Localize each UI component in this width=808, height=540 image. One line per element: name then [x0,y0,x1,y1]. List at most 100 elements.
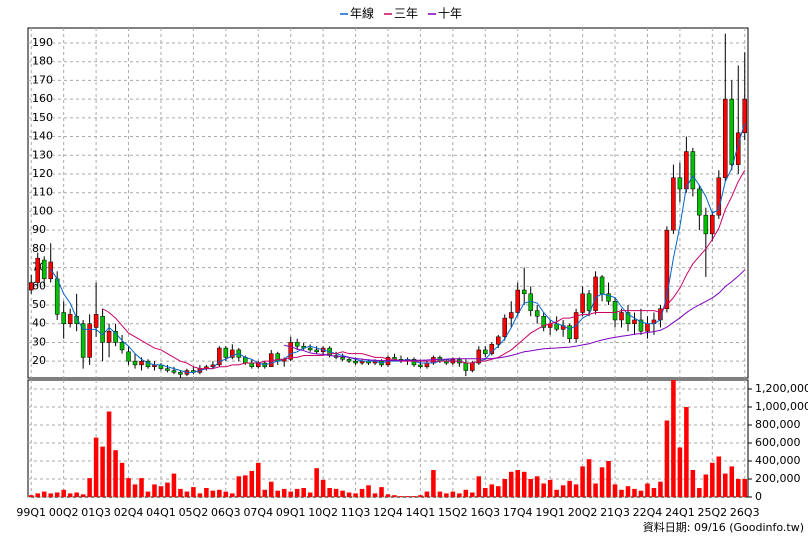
volume-bar [256,462,261,497]
volume-bar [496,486,501,497]
volume-bar [405,496,410,497]
candle-body [61,312,66,324]
y-tick-label: 40 [32,317,46,330]
candle-body [178,372,183,375]
volume-bar [489,484,495,497]
candle-body [697,188,702,216]
volume-bar [346,492,352,497]
volume-bar [723,473,728,497]
volume-bar [729,466,735,497]
y-tick-label: 110 [32,186,53,199]
y-tick-label: 120 [32,167,53,180]
x-tick-label: 20Q2 [568,506,598,519]
candle-body [48,261,53,280]
volume-bar [398,496,404,497]
volume-bar [586,459,592,497]
volume-bar [690,470,696,497]
volume-bar [366,485,371,497]
volume-bar [320,479,326,497]
candle-body [217,347,222,366]
volume-bar [191,487,196,497]
x-tick-label: 09Q1 [276,506,306,519]
candle-body [619,312,624,321]
volume-bar [651,488,657,497]
candle-body [126,351,131,362]
volume-bar [333,488,339,497]
candle-body [340,357,345,360]
volume-bar [41,491,47,497]
volume-bar [606,461,611,497]
volume-bar [100,446,105,497]
x-tick-label: 26Q3 [730,506,760,519]
volume-bar [294,488,300,497]
candle-body [223,347,229,358]
candle-body [74,315,79,324]
x-tick-label: 11Q3 [341,506,371,519]
volume-bar [385,494,391,497]
volume-bar [132,484,138,497]
volume-bar [632,488,637,497]
y-tick-label: 190 [32,36,53,49]
volume-bar [612,484,618,497]
volume-bar [230,493,235,497]
candle-body [80,323,86,358]
candle-body [677,177,683,190]
x-tick-label: 14Q1 [406,506,436,519]
y2-tick-label: 1,000,000 [755,400,808,413]
volume-bar [74,492,79,497]
volume-bar [353,493,358,497]
volume-bar [171,473,177,497]
ma-line [50,123,746,373]
volume-bar [554,489,559,497]
source-note: 資料日期: 09/16 (Goodinfo.tw) [643,520,804,534]
volume-bar [28,495,34,497]
x-tick-label: 06Q3 [211,506,241,519]
volume-bar [119,462,125,497]
candle-body [606,293,611,302]
volume-bar [243,475,248,497]
candle-body [463,362,469,371]
x-tick-label: 21Q3 [600,506,630,519]
candle-body [54,278,60,315]
candle-body [502,317,508,338]
volume-bar [593,483,598,497]
x-tick-label: 17Q4 [503,506,533,519]
volume-bar [307,492,313,497]
candle-body [119,342,125,351]
ma-line [284,269,746,362]
volume-bar [437,491,443,497]
volume-bar [677,447,683,497]
volume-bar [236,476,242,497]
volume-bar [703,474,709,497]
volume-bar [152,484,157,497]
candle-body [508,312,514,319]
y2-tick-label: 0 [755,490,762,503]
candle-body [100,315,105,343]
volume-bar [80,494,86,497]
candle-body [139,360,144,366]
candle-body [586,293,592,311]
y-tick-label: 100 [32,204,53,217]
y2-tick-label: 600,000 [755,436,801,449]
volume-bar [223,491,229,497]
candle-body [346,359,352,362]
candle-body [249,362,255,368]
volume-bar [508,471,514,497]
volume-bar [483,488,488,497]
y-tick-label: 130 [32,148,53,161]
volume-bar [534,476,540,497]
volume-bar [671,380,676,497]
volume-bar [178,488,183,497]
candle-body [294,342,300,347]
ma-line [102,169,746,370]
volume-bar [638,490,644,497]
candle-body [612,301,618,321]
x-tick-label: 99Q1 [16,506,46,519]
candle-body [703,214,709,235]
volume-bar [197,493,203,497]
volume-bar [113,450,118,497]
candle-body [171,370,177,373]
volume-bar [217,489,222,497]
candle-body [567,325,572,339]
y-tick-label: 170 [32,73,53,86]
